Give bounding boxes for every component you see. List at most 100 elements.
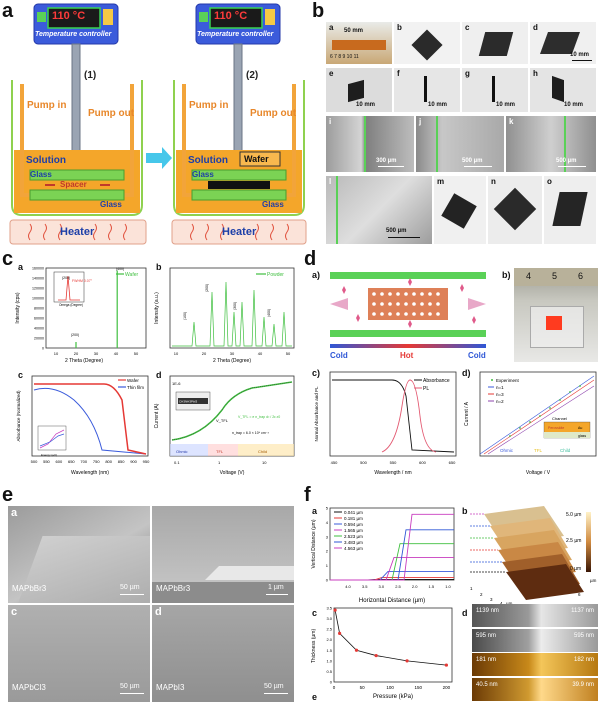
afm-row-right: 1137 nm: [571, 608, 594, 614]
c-c-ylabel: Absorbance (Normalized): [16, 390, 21, 442]
f-c-xticks: 0 50 100 150 200: [333, 685, 451, 690]
c-d-region-ohmic: Ohmic: [176, 449, 188, 454]
controller-temp-2: 110 °C: [214, 10, 248, 22]
hot-label: Hot: [400, 351, 414, 360]
photo-b-l: l 500 µm: [326, 176, 432, 244]
panel-d-label: d: [304, 248, 317, 270]
f-c-point: [444, 663, 448, 667]
current-voltage-chart: Experiment n=1 n=3 n=2 Channel Perovskit…: [464, 371, 597, 476]
f-a-legend-item: 3.483 µm: [344, 540, 363, 545]
f-a-legend-item: 0.041 µm: [344, 510, 363, 515]
svg-text:CH3NH3PbI3: CH3NH3PbI3: [179, 400, 198, 404]
cold-left: Cold: [330, 351, 348, 360]
d-d-legend-n3: n=3: [496, 392, 504, 397]
d-d-region-ohmic: Ohmic: [500, 448, 514, 453]
c-c-xtick: 750: [93, 459, 100, 464]
c-a-inset-xlabel: Omega (Degree): [59, 303, 83, 307]
svg-text:µm: µm: [506, 601, 513, 606]
controller-temp-1: 110 °C: [52, 10, 86, 22]
photo-b-i: i 300 µm: [326, 116, 414, 172]
f-c-ytick: 1.5: [326, 648, 332, 653]
d-d-region-child: Child: [560, 448, 571, 453]
d-d-xlabel: Voltage / V: [526, 470, 551, 476]
f-a-xtick: 3.5: [362, 584, 368, 589]
photo-b-m: m: [434, 176, 486, 244]
f-c-ytick: 2.5: [326, 627, 332, 632]
sem-e-a: a MAPbBr3 50 µm: [8, 506, 150, 603]
c-a-yticks: 0 20000 40000 60000 80000 100000 120000 140000 1…: [32, 267, 44, 351]
c-b-peak-200: (200): [205, 284, 209, 292]
panel-a-label: a: [2, 0, 14, 22]
pump-in-2: Pump in: [189, 100, 229, 111]
solution-1: Solution: [26, 155, 66, 166]
c-c-inset: [37, 425, 67, 451]
f-c-label: c: [312, 608, 318, 618]
thermal-gradient-schematic: [330, 272, 486, 348]
d-c-xtick: 600: [419, 460, 426, 465]
photo-b-a: a 50 mm 6 7 8 9 10 11: [326, 22, 392, 64]
afm-row-right: 39.9 nm: [572, 681, 594, 688]
f-c-xtick: 50: [360, 685, 366, 690]
f-b-label: b: [462, 506, 468, 516]
panel-d: d a) Cold Hot Cold b) 4 5 6 c: [302, 248, 600, 480]
step-1: (1): [84, 70, 97, 81]
growth-schematic: [9, 3, 307, 245]
heater-1: Heater: [60, 226, 95, 238]
panel-e-label: e: [2, 484, 14, 506]
c-c-label: c: [18, 370, 24, 380]
svg-text:2: 2: [480, 592, 483, 597]
d-c-xlabel: Wavelength / nm: [374, 470, 411, 476]
f-a-label: a: [312, 506, 318, 516]
c-a-xtick: 10: [54, 351, 59, 356]
f-a-ytick: 5: [326, 506, 329, 511]
absorbance-pl-chart: Absorbance PL 450 500 550 600 650 Wavelength…: [314, 371, 457, 476]
f-c-point: [338, 631, 342, 635]
c-a-xtick: 20: [74, 351, 79, 356]
sem-e-b: b MAPbBr3 1 µm: [152, 506, 294, 603]
f-a-ytick: 4: [326, 520, 329, 525]
d-d-region-tfl: TFL: [534, 448, 542, 453]
f-c-curve: [334, 610, 447, 666]
c-c-xtick: 500: [31, 459, 38, 464]
c-c-legend-wafer: Wafer: [127, 378, 139, 383]
d-d-perovskite: Perovskite: [548, 426, 564, 430]
c-a-xticks: 10 20 30 40 50: [54, 351, 139, 356]
f-a-legend-item: 4.563 µm: [344, 546, 363, 551]
c-c-inset-xlabel: Energy (eV): [41, 453, 57, 457]
spacer: Spacer: [60, 180, 87, 189]
glass-bottom-2: Glass: [262, 200, 284, 209]
d-c-xtick: 450: [331, 460, 338, 465]
f-a-legend-item: 0.181 µm: [344, 516, 363, 521]
photo-b-f: f 10 mm: [394, 68, 460, 112]
f-a-curve: [330, 513, 454, 581]
svg-text:3: 3: [490, 597, 493, 602]
c-a-ytick: 120000: [32, 287, 44, 291]
d-b-label: b): [502, 270, 511, 280]
f-a-xtick: 4.0: [345, 584, 351, 589]
c-b-peak-400: (400): [267, 309, 271, 317]
f-a-legend: 0.041 µm0.181 µm0.594 µm1.565 µm2.523 µm…: [334, 510, 363, 551]
f-c-ytick: 3.0: [326, 616, 332, 621]
svg-text:µm: µm: [590, 578, 597, 583]
f-a-curves: [330, 513, 454, 581]
f-c-xtick: 0: [333, 685, 336, 690]
c-a-ytick: 160000: [32, 267, 44, 271]
d-d-glass: glass: [578, 434, 586, 438]
d-c-xticks: 450 500 550 600 650: [331, 460, 456, 465]
photo-b-g: g 10 mm: [462, 68, 528, 112]
afm-row: 181 nm 182 nm: [472, 653, 598, 676]
photo-b-d: d 10 mm: [530, 22, 596, 64]
cold-right: Cold: [468, 351, 486, 360]
afm-row-right: 182 nm: [573, 657, 594, 663]
c-d-eq1: V_TFL = e n_trap d² / 2ε ε0: [238, 415, 280, 419]
c-c-xlabel: Wavelength (nm): [71, 470, 109, 476]
f-c-xtick: 150: [415, 685, 423, 690]
f-a-ytick: 3: [326, 534, 329, 539]
f-c-yticks: 0 0.5 1.0 1.5 2.0 2.5 3.0 3.5: [326, 606, 332, 685]
d-d-legend-n1: n=1: [496, 385, 504, 390]
svg-text:4: 4: [500, 601, 503, 606]
f-b-z3: 0 µm: [570, 566, 581, 572]
f-a-yticks: 0 1 2 3 4 5: [326, 506, 329, 583]
profile-chart: 0.041 µm0.181 µm0.594 µm1.565 µm2.523 µm…: [311, 506, 455, 604]
afm-row-left: 595 nm: [476, 632, 497, 639]
